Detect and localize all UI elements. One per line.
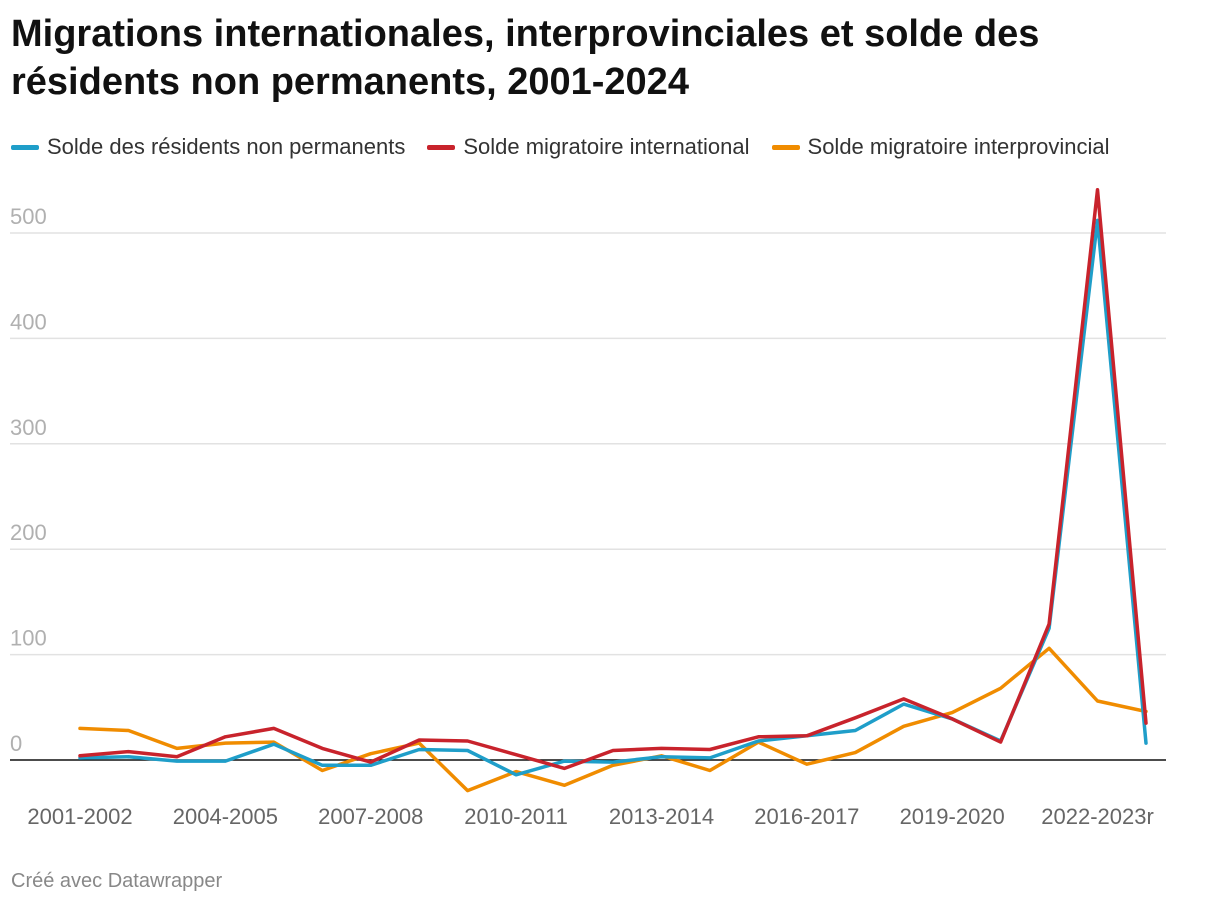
grid-lines — [10, 232, 1166, 761]
y-tick-label-500: 500 — [10, 204, 47, 229]
x-tick-label-2007-2008: 2007-2008 — [318, 804, 423, 829]
legend-label-interprovincial: Solde migratoire interprovincial — [807, 134, 1110, 159]
y-tick-label-400: 400 — [10, 309, 47, 334]
legend-item-interprovincial: Solde migratoire interprovincial — [771, 134, 1110, 160]
legend-label-nonpermanent: Solde des résidents non permanents — [47, 134, 406, 159]
legend-swatch-interprovincial — [771, 144, 800, 150]
legend-label-international: Solde migratoire international — [463, 134, 750, 159]
y-tick-label-0: 0 — [10, 731, 22, 756]
series-lines — [78, 188, 1148, 793]
legend: Solde des résidents non permanents Solde… — [11, 134, 1110, 160]
line-chart: 0 100 200 300 400 500 2001-2002 2004-2005 2007-… — [10, 188, 1166, 829]
x-tick-label-2013-2014: 2013-2014 — [609, 804, 714, 829]
x-tick-label-2016-2017: 2016-2017 — [754, 804, 859, 829]
chart-title: Migrations internationales, interprovinc… — [11, 13, 1040, 103]
series-line-interprovincial — [78, 646, 1148, 793]
x-tick-label-2019-2020: 2019-2020 — [900, 804, 1005, 829]
y-axis-ticks: 0 100 200 300 400 500 — [10, 204, 47, 756]
series-line-international — [78, 188, 1148, 771]
legend-swatch-nonpermanent — [11, 144, 39, 150]
legend-item-international: Solde migratoire international — [427, 134, 750, 160]
y-tick-label-200: 200 — [10, 520, 47, 545]
y-tick-label-300: 300 — [10, 415, 47, 440]
x-axis-ticks: 2001-2002 2004-2005 2007-2008 2010-2011 2013… — [27, 804, 1153, 829]
x-tick-label-2001-2002: 2001-2002 — [27, 804, 132, 829]
legend-item-nonpermanent: Solde des résidents non permanents — [11, 134, 405, 160]
series-line-nonpermanent — [78, 218, 1148, 777]
x-tick-label-2022-2023r: 2022-2023r — [1041, 804, 1154, 829]
y-tick-label-100: 100 — [10, 626, 47, 651]
x-tick-label-2010-2011: 2010-2011 — [464, 804, 568, 829]
footer-credit: Créé avec Datawrapper — [11, 870, 223, 892]
x-tick-label-2004-2005: 2004-2005 — [173, 804, 278, 829]
legend-swatch-international — [427, 144, 456, 150]
